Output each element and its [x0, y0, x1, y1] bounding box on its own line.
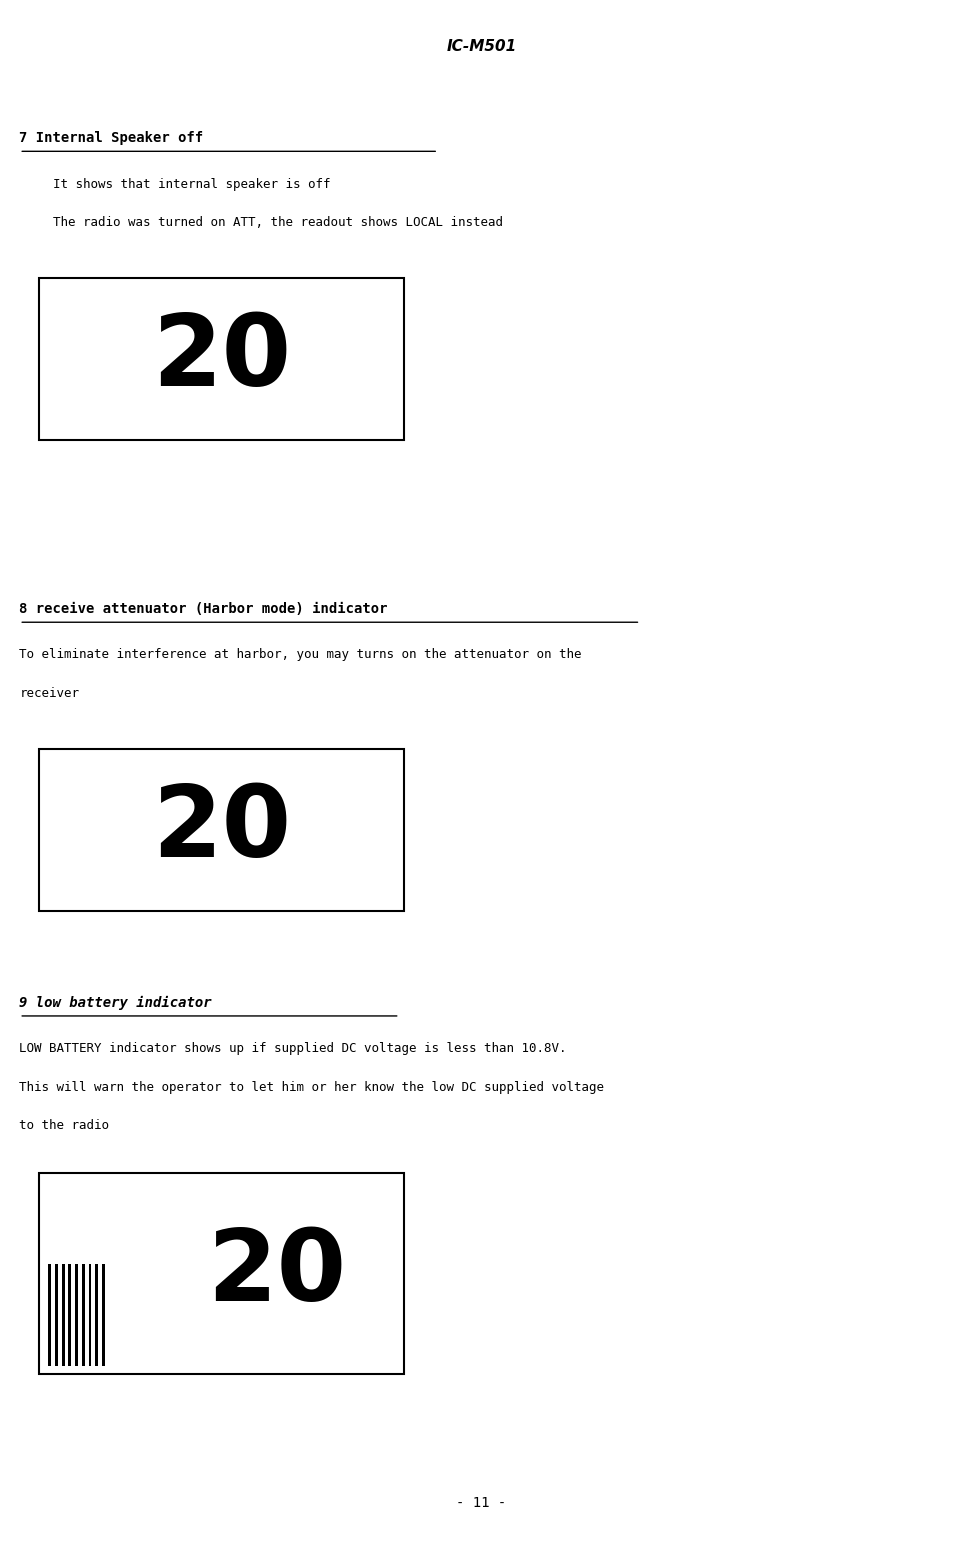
Bar	[62, 1263, 65, 1366]
Text: To eliminate interference at harbor, you may turns on the attenuator on the: To eliminate interference at harbor, you…	[19, 648, 582, 661]
Bar	[39, 749, 404, 911]
Text: - 11 -: - 11 -	[456, 1496, 507, 1510]
Text: 9 low battery indicator: 9 low battery indicator	[19, 996, 212, 1010]
Bar	[102, 1263, 105, 1366]
Text: 20: 20	[152, 781, 291, 879]
Text: 7 Internal Speaker off: 7 Internal Speaker off	[19, 131, 203, 145]
Bar	[75, 1263, 78, 1366]
Text: LOW BATTERY indicator shows up if supplied DC voltage is less than 10.8V.: LOW BATTERY indicator shows up if suppli…	[19, 1042, 567, 1055]
Text: It shows that internal speaker is off: It shows that internal speaker is off	[53, 178, 330, 190]
Text: This will warn the operator to let him or her know the low DC supplied voltage: This will warn the operator to let him o…	[19, 1081, 604, 1093]
Text: 20: 20	[207, 1226, 346, 1322]
Text: to the radio: to the radio	[19, 1119, 109, 1132]
Text: 8 receive attenuator (Harbor mode) indicator: 8 receive attenuator (Harbor mode) indic…	[19, 602, 388, 616]
Bar	[48, 1263, 51, 1366]
Text: IC-M501: IC-M501	[447, 39, 516, 54]
Bar	[68, 1263, 71, 1366]
Bar	[39, 1173, 404, 1374]
Text: The radio was turned on ATT, the readout shows LOCAL instead: The radio was turned on ATT, the readout…	[53, 216, 503, 229]
Bar	[95, 1263, 98, 1366]
Bar	[82, 1263, 85, 1366]
Bar	[55, 1263, 58, 1366]
Bar	[89, 1263, 91, 1366]
Bar	[39, 278, 404, 440]
Text: receiver: receiver	[19, 687, 79, 699]
Text: 20: 20	[152, 310, 291, 408]
